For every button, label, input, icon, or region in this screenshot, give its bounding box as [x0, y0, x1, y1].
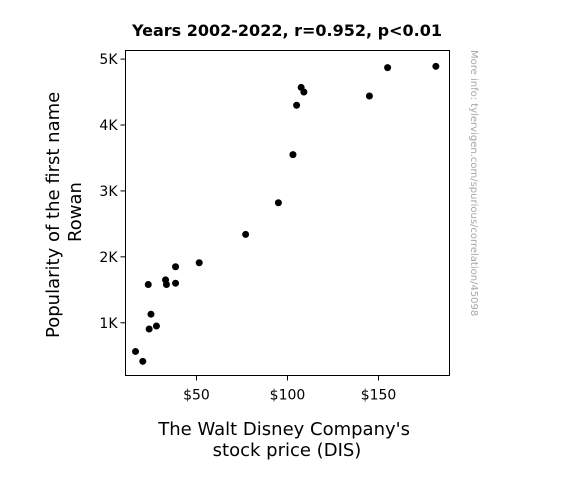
y-axis-label-group: Popularity of the first name Rowan: [43, 86, 86, 338]
data-point: [384, 64, 392, 72]
data-point: [152, 322, 160, 330]
data-point: [432, 62, 440, 70]
y-tick-label: 2K: [99, 250, 118, 266]
x-axis-label: The Walt Disney Company's stock price (D…: [157, 419, 415, 461]
x-tick-label: $150: [361, 388, 397, 404]
watermark-text: More info: tylervigen.com/spurious/corre…: [468, 50, 479, 316]
data-point: [365, 92, 373, 100]
chart-title: Years 2002-2022, r=0.952, p<0.01: [131, 21, 442, 40]
y-tick-label: 4K: [99, 118, 118, 134]
data-point: [144, 281, 152, 289]
plot-area: [125, 50, 450, 376]
y-tick-label: 5K: [99, 52, 118, 68]
x-axis-label-line-2: stock price (DIS): [213, 440, 362, 461]
data-point: [242, 230, 250, 238]
y-axis-label-line-1: Popularity of the first name: [43, 92, 64, 338]
y-tick-label: 3K: [99, 184, 118, 200]
data-points: [132, 62, 440, 365]
data-point: [145, 325, 153, 333]
x-axis-label-line-1: The Walt Disney Company's: [157, 419, 410, 440]
x-tick-label: $50: [183, 388, 210, 404]
data-point: [172, 263, 180, 271]
watermark-group: More info: tylervigen.com/spurious/corre…: [468, 50, 479, 316]
data-point: [300, 88, 308, 96]
data-point: [289, 151, 297, 159]
y-axis-label-line-2: Rowan: [65, 182, 86, 242]
x-tick-label: $100: [270, 388, 306, 404]
y-axis-label: Popularity of the first name Rowan: [43, 86, 86, 338]
data-point: [293, 101, 301, 109]
data-point: [162, 281, 170, 289]
data-point: [195, 259, 203, 267]
y-tick-label: 1K: [99, 316, 118, 332]
plot-frame: [125, 50, 450, 376]
data-point: [172, 279, 180, 287]
data-point: [139, 357, 147, 365]
data-point: [147, 310, 155, 318]
data-point: [274, 199, 282, 207]
x-axis-ticks: $50 $100 $150: [183, 375, 397, 404]
data-point: [132, 347, 140, 355]
y-axis-ticks: 1K 2K 3K 4K 5K: [99, 52, 126, 332]
